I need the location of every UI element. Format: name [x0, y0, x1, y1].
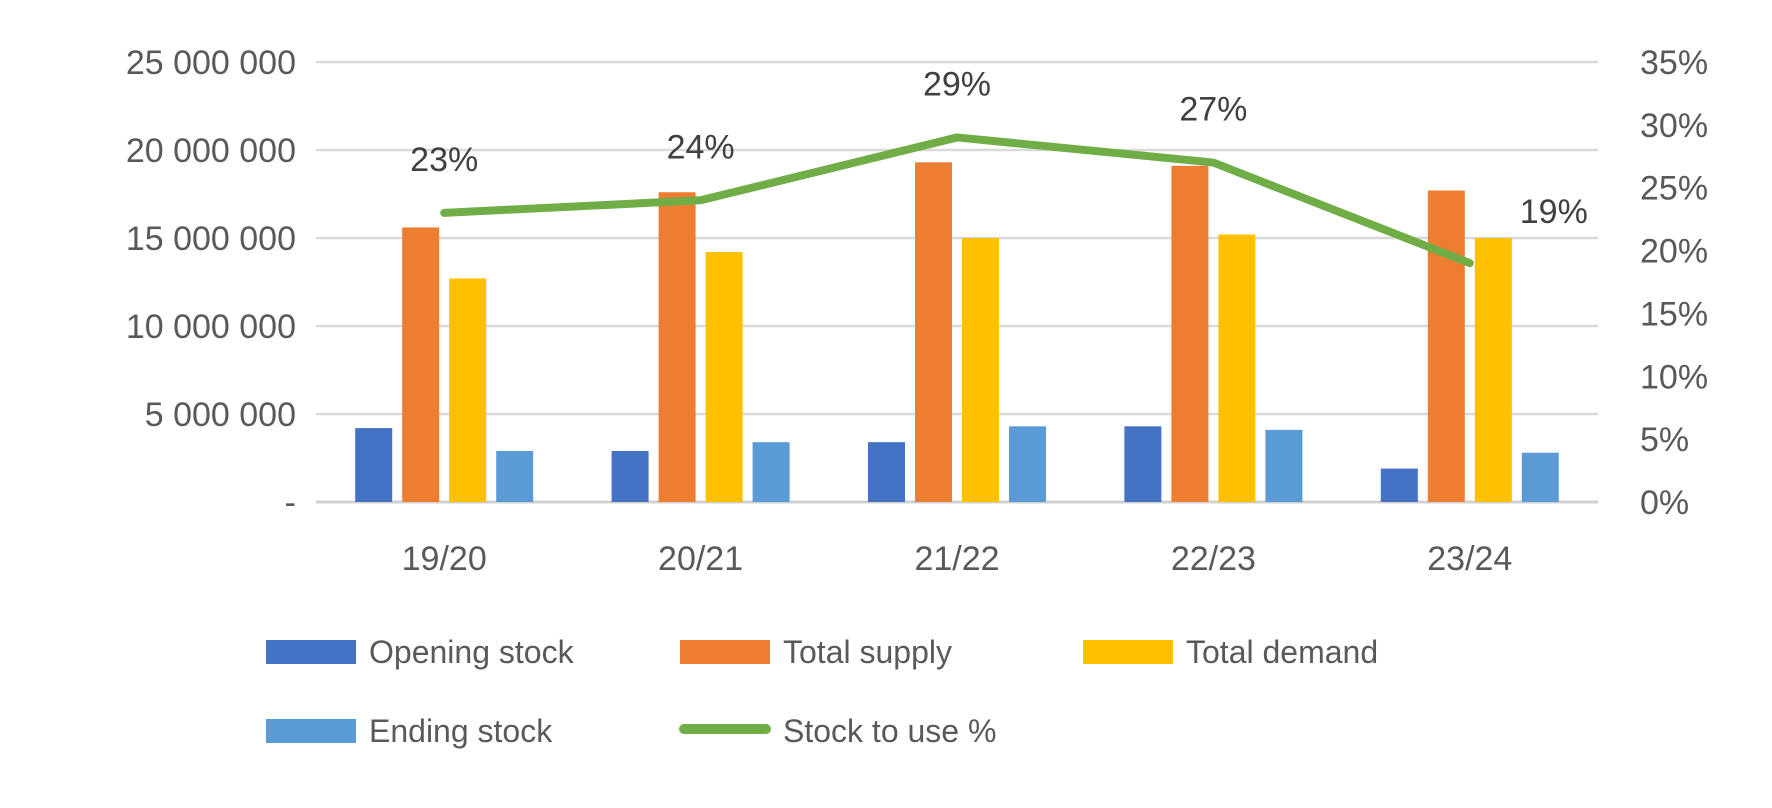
legend-label-total-supply: Total supply	[783, 634, 952, 670]
legend-label-opening-stock: Opening stock	[369, 634, 575, 670]
data-label: 19%	[1520, 193, 1588, 231]
bar-total-demand	[705, 252, 743, 502]
y-left-tick-label: 15 000 000	[126, 220, 296, 258]
grid-layer	[316, 60, 1598, 504]
legend-swatch-opening-stock	[266, 640, 356, 664]
line-layer	[440, 133, 1474, 268]
data-label: 27%	[1179, 91, 1247, 129]
bar-total-supply	[402, 227, 440, 502]
bar-opening-stock	[1380, 468, 1418, 502]
bar-total-demand	[1218, 234, 1256, 503]
legend-label-ending-stock: Ending stock	[369, 713, 553, 749]
legend-swatch-total-supply	[680, 640, 770, 664]
line-stock-to-use	[440, 133, 1474, 268]
x-tick-label: 20/21	[658, 540, 743, 578]
legend-label-stock-to-use: Stock to use %	[783, 713, 996, 749]
y-left-tick-label: 20 000 000	[126, 132, 296, 170]
x-tick-label: 23/24	[1427, 540, 1512, 578]
legend-swatch-total-demand	[1083, 640, 1173, 664]
y-right-tick-label: 30%	[1640, 107, 1708, 145]
label-layer: 23% 24% 29% 27% 19%	[410, 65, 1588, 231]
data-label: 29%	[923, 65, 991, 103]
y-right-tick-label: 25%	[1640, 170, 1708, 208]
data-label: 23%	[410, 141, 478, 179]
bar-opening-stock	[611, 450, 649, 502]
bar-opening-stock	[868, 442, 905, 502]
bar-layer	[355, 162, 1559, 503]
bar-total-supply	[1171, 165, 1209, 502]
x-tick-label: 22/23	[1171, 540, 1256, 578]
bar-total-demand	[1474, 238, 1512, 502]
legend-layer: Opening stock Total supply Total demand End…	[266, 634, 1378, 749]
bar-ending-stock	[1009, 426, 1046, 502]
bar-total-demand	[962, 238, 999, 502]
bar-total-supply	[658, 192, 696, 503]
x-tick-label: 19/20	[402, 540, 487, 578]
axis-layer: - 5 000 000 10 000 000 15 000 000 20 000 000…	[126, 44, 1708, 578]
y-left-tick-label: -	[285, 484, 296, 522]
bar-opening-stock	[355, 428, 393, 502]
y-right-tick-label: 5%	[1640, 421, 1689, 459]
x-tick-label: 21/22	[914, 540, 999, 578]
y-left-tick-label: 5 000 000	[145, 396, 296, 434]
bar-opening-stock	[1124, 426, 1162, 502]
legend-label-total-demand: Total demand	[1186, 634, 1378, 670]
y-right-tick-label: 10%	[1640, 358, 1708, 396]
data-label: 24%	[667, 128, 735, 166]
legend-swatch-ending-stock	[266, 719, 356, 743]
bar-total-supply	[1427, 190, 1465, 503]
y-right-tick-label: 35%	[1640, 44, 1708, 82]
bar-ending-stock	[1521, 452, 1559, 502]
y-left-tick-label: 10 000 000	[126, 308, 296, 346]
y-right-tick-label: 20%	[1640, 233, 1708, 271]
y-right-tick-label: 0%	[1640, 484, 1689, 522]
bar-total-supply	[915, 162, 952, 502]
y-left-tick-label: 25 000 000	[126, 44, 296, 82]
bar-ending-stock	[752, 442, 790, 502]
bar-ending-stock	[1265, 429, 1303, 502]
bar-ending-stock	[496, 450, 534, 502]
y-right-tick-label: 15%	[1640, 295, 1708, 333]
bar-total-demand	[449, 278, 487, 502]
